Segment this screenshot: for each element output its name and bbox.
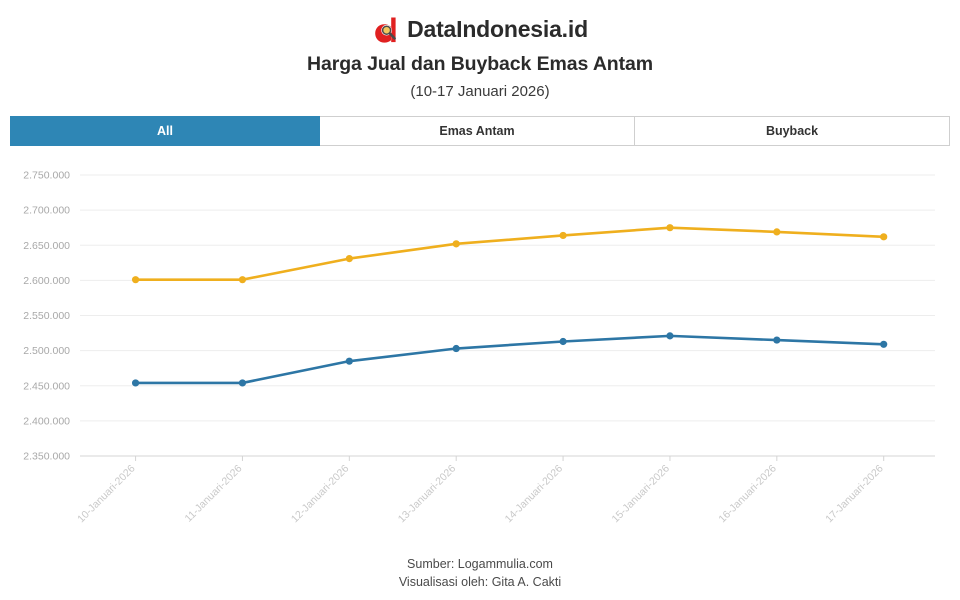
data-point[interactable] bbox=[880, 233, 888, 241]
data-point[interactable] bbox=[452, 344, 460, 353]
data-point[interactable] bbox=[773, 336, 781, 344]
y-axis-tick-label: 2.400.000 bbox=[23, 415, 70, 427]
x-axis-tick-label: 10-Januari-2026 bbox=[75, 463, 138, 524]
magnifier-d-logo-icon bbox=[372, 16, 398, 44]
data-point[interactable] bbox=[238, 379, 247, 387]
data-point[interactable] bbox=[345, 254, 353, 263]
data-point[interactable] bbox=[131, 276, 140, 284]
y-axis-tick-label: 2.600.000 bbox=[23, 275, 70, 287]
tab-all[interactable]: All bbox=[10, 116, 320, 146]
data-point[interactable] bbox=[559, 231, 567, 240]
line-chart[interactable]: 2.750.000 2.700.000 2.650.000 2.600.000 2.55… bbox=[0, 164, 960, 524]
data-point[interactable] bbox=[238, 276, 247, 284]
x-axis-tick-label: 15-Januari-2026 bbox=[610, 463, 673, 524]
y-axis-tick-label: 2.650.000 bbox=[23, 240, 70, 252]
y-axis-tick-label: 2.750.000 bbox=[23, 170, 70, 182]
brand-name: DataIndonesia.id bbox=[407, 16, 588, 42]
x-axis-tick-label: 17-Januari-2026 bbox=[823, 463, 886, 524]
data-point[interactable] bbox=[131, 379, 140, 387]
series-line-2 bbox=[134, 334, 886, 385]
x-axis-tick-label: 11-Januari-2026 bbox=[183, 463, 245, 524]
y-axis-tick-label: 2.500.000 bbox=[23, 345, 70, 357]
brand-header: DataIndonesia.id bbox=[0, 0, 960, 44]
data-point[interactable] bbox=[345, 357, 353, 365]
source-text: Sumber: Logammulia.com bbox=[407, 556, 553, 571]
tab-bar: All Emas Antam Buyback bbox=[10, 116, 950, 146]
x-axis-tick-label: 16-Januari-2026 bbox=[716, 463, 779, 524]
x-axis-tick-label: 14-Januari-2026 bbox=[503, 463, 566, 524]
y-axis-tick-label: 2.350.000 bbox=[23, 451, 70, 463]
tab-emas-antam[interactable]: Emas Antam bbox=[320, 116, 635, 146]
data-point[interactable] bbox=[559, 337, 567, 346]
x-axis-tick-label: 12-Januari-2026 bbox=[289, 463, 352, 524]
data-point[interactable] bbox=[880, 340, 888, 348]
y-axis-tick-label: 2.550.000 bbox=[23, 310, 70, 322]
series-line-1 bbox=[134, 226, 886, 281]
data-point[interactable] bbox=[666, 332, 674, 340]
data-point[interactable] bbox=[452, 240, 460, 248]
page-title: Harga Jual dan Buyback Emas Antam bbox=[306, 53, 653, 75]
tab-buyback[interactable]: Buyback bbox=[635, 116, 950, 146]
chart-footer: Sumber: Logammulia.com Visualisasi oleh:… bbox=[0, 555, 960, 591]
data-point[interactable] bbox=[666, 224, 674, 232]
y-axis-tick-label: 2.450.000 bbox=[23, 380, 70, 392]
y-axis-tick-label: 2.700.000 bbox=[23, 205, 70, 217]
credit-text: Visualisasi oleh: Gita A. Cakti bbox=[398, 574, 562, 589]
data-point[interactable] bbox=[773, 228, 781, 236]
chart-container: 2.750.000 2.700.000 2.650.000 2.600.000 2.55… bbox=[0, 164, 960, 524]
page-subtitle: (10-17 Januari 2026) bbox=[410, 83, 550, 100]
x-axis-tick-label: 13-Januari-2026 bbox=[396, 463, 459, 524]
